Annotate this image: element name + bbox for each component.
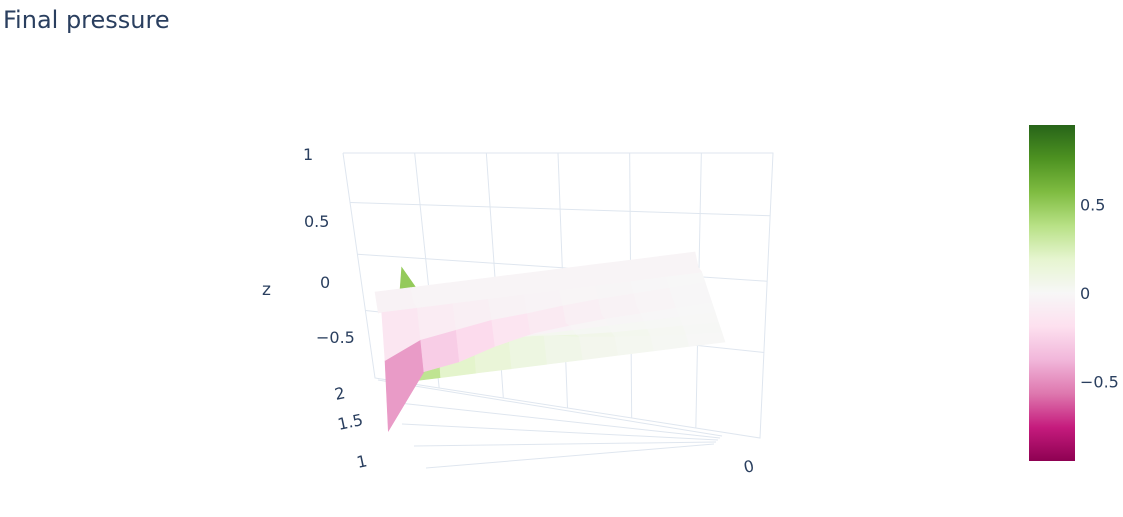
surface-patch — [650, 333, 690, 352]
colorbar-tick-label: 0.5 — [1080, 196, 1105, 215]
grid-line — [413, 441, 717, 447]
x-tick-label: 0 — [742, 456, 756, 477]
axis-ticks: 1 0.5 0 −0.5 2 1.5 1 0 — [303, 145, 756, 477]
colorbar[interactable]: 0.5 0 −0.5 — [1029, 125, 1119, 461]
colorbar-tick-label: −0.5 — [1080, 372, 1119, 391]
grid-line — [401, 423, 719, 441]
z-tick-label: −0.5 — [316, 328, 355, 347]
z-axis-title: z — [262, 280, 271, 300]
grid-line — [425, 443, 715, 469]
chart-title: Final pressure — [3, 6, 170, 34]
z-tick-label: 0.5 — [304, 212, 329, 231]
surface-patch — [659, 251, 699, 273]
surface-patch — [579, 336, 619, 361]
colorbar-bar — [1029, 125, 1075, 461]
grid-line — [389, 401, 721, 439]
y-tick-label: 1.5 — [336, 410, 365, 434]
y-tick-label: 1 — [355, 451, 369, 472]
z-tick-label: 0 — [320, 273, 330, 292]
surface-patch — [685, 331, 726, 347]
z-tick-label: 1 — [303, 145, 313, 164]
y-tick-label: 2 — [333, 383, 347, 404]
grid-line — [377, 379, 723, 437]
grid-line — [350, 202, 771, 217]
surface-mesh — [374, 251, 726, 433]
surface-patch — [614, 335, 655, 356]
colorbar-tick-label: 0 — [1080, 284, 1090, 303]
surface-patch — [543, 334, 584, 365]
